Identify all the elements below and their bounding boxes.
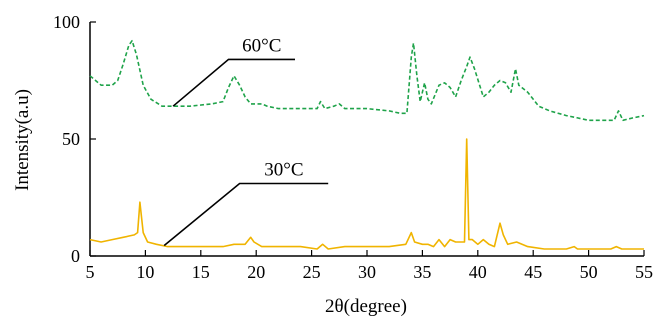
x-tick-label: 50 [580, 262, 598, 282]
x-tick-label: 25 [303, 262, 321, 282]
x-tick-label: 5 [86, 262, 95, 282]
x-tick-label: 20 [247, 262, 265, 282]
y-tick-label: 0 [71, 246, 80, 266]
y-tick-label: 50 [62, 129, 80, 149]
series-line-0 [89, 39, 645, 122]
x-tick-label: 35 [413, 262, 431, 282]
y-axis-title: Intensity(a.u) [12, 89, 33, 191]
annotation-label: 30°C [264, 159, 303, 180]
annotation-layer: 60°C 30°C [163, 35, 329, 247]
annotation-label: 60°C [242, 35, 281, 56]
x-tick-label: 45 [524, 262, 542, 282]
x-tick-label: 10 [136, 262, 154, 282]
x-tick-label: 30 [358, 262, 376, 282]
x-axis-title: 2θ(degree) [325, 296, 407, 317]
axes: 5 10 15 20 25 30 35 40 45 50 55 0 50 100 [53, 12, 653, 282]
x-tick-label: 15 [192, 262, 210, 282]
series-layer [89, 39, 645, 250]
y-tick-label: 100 [53, 12, 80, 32]
annotation-leader [163, 182, 329, 247]
series-line-1 [89, 138, 644, 250]
annotation-leader [172, 58, 295, 107]
x-tick-label: 40 [469, 262, 487, 282]
x-tick-label: 55 [635, 262, 653, 282]
